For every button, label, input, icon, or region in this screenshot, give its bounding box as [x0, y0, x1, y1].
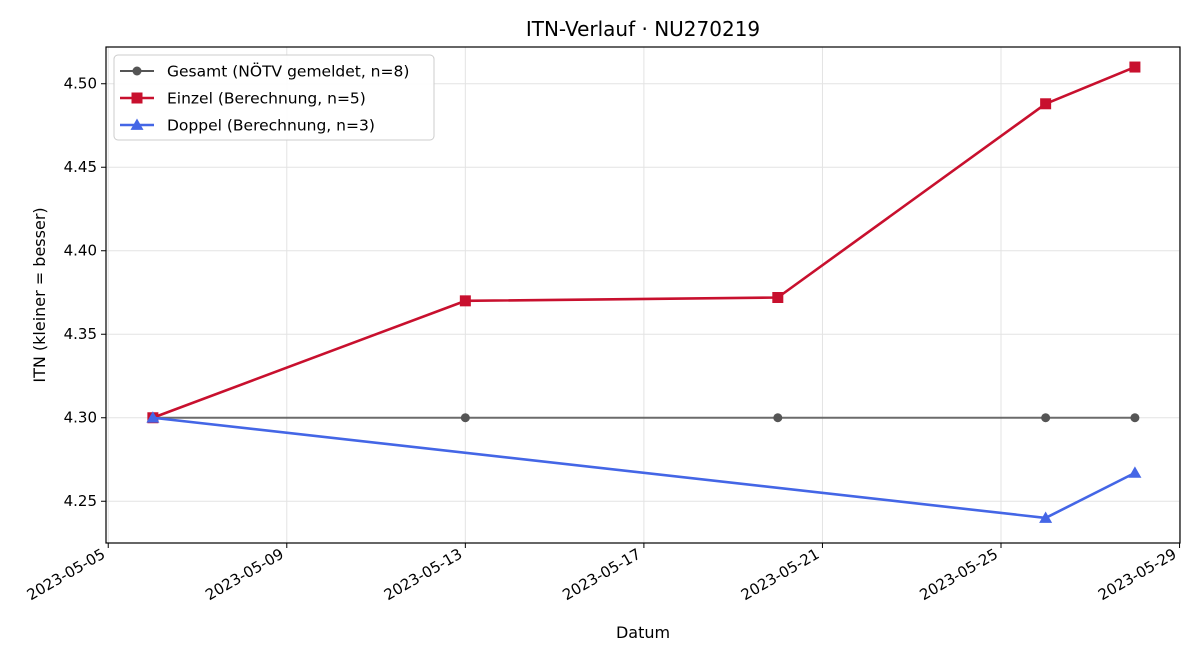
data-point: [1128, 466, 1142, 478]
x-tick-label: 2023-05-09: [202, 545, 287, 604]
y-tick-label: 4.40: [64, 242, 97, 260]
y-tick-label: 4.25: [64, 492, 97, 510]
x-tick-label: 2023-05-29: [1095, 545, 1180, 604]
legend-marker: [132, 66, 142, 76]
data-point: [459, 295, 471, 307]
data-point: [773, 413, 783, 423]
legend: Gesamt (NÖTV gemeldet, n=8) Einzel (Berec…: [113, 54, 435, 141]
data-point: [1041, 413, 1051, 423]
data-point: [460, 413, 470, 423]
chart-title: ITN-Verlauf · NU270219: [526, 17, 760, 41]
legend-label: Gesamt (NÖTV gemeldet, n=8): [167, 62, 409, 81]
y-tick-label: 4.45: [64, 158, 97, 176]
legend-label: Einzel (Berechnung, n=5): [167, 90, 366, 108]
y-tick-label: 4.30: [64, 409, 97, 427]
legend-box: [113, 54, 435, 141]
legend-marker: [131, 92, 143, 104]
data-point: [1040, 98, 1052, 110]
x-tick-label: 2023-05-05: [24, 545, 109, 604]
data-point: [1129, 61, 1141, 73]
x-tick-label: 2023-05-17: [559, 545, 644, 604]
legend-item: Einzel (Berechnung, n=5): [120, 90, 366, 108]
y-axis: 4.25 4.30 4.35 4.40 4.45 4.50: [64, 75, 106, 510]
data-point: [1039, 511, 1053, 523]
legend-label: Doppel (Berechnung, n=3): [167, 117, 375, 135]
data-point: [1130, 413, 1140, 423]
x-axis: 2023-05-05 2023-05-09 2023-05-13 2023-05-17…: [24, 543, 1181, 604]
x-tick-label: 2023-05-25: [916, 545, 1001, 604]
x-tick-label: 2023-05-21: [738, 545, 823, 604]
x-tick-label: 2023-05-13: [381, 545, 466, 604]
series-3: [146, 411, 1142, 523]
legend-marker: [130, 118, 144, 130]
data-point: [146, 411, 160, 423]
legend-item: Doppel (Berechnung, n=3): [120, 117, 375, 135]
y-axis-label: ITN (kleiner = besser): [30, 207, 49, 382]
y-tick-label: 4.35: [64, 325, 97, 343]
data-point: [772, 292, 784, 304]
y-tick-label: 4.50: [64, 75, 97, 93]
series-layer: [146, 61, 1142, 523]
legend-item: Gesamt (NÖTV gemeldet, n=8): [120, 62, 409, 81]
series-1: [148, 413, 1140, 423]
plot-frame: [105, 46, 1181, 544]
x-axis-label: Datum: [616, 623, 670, 642]
